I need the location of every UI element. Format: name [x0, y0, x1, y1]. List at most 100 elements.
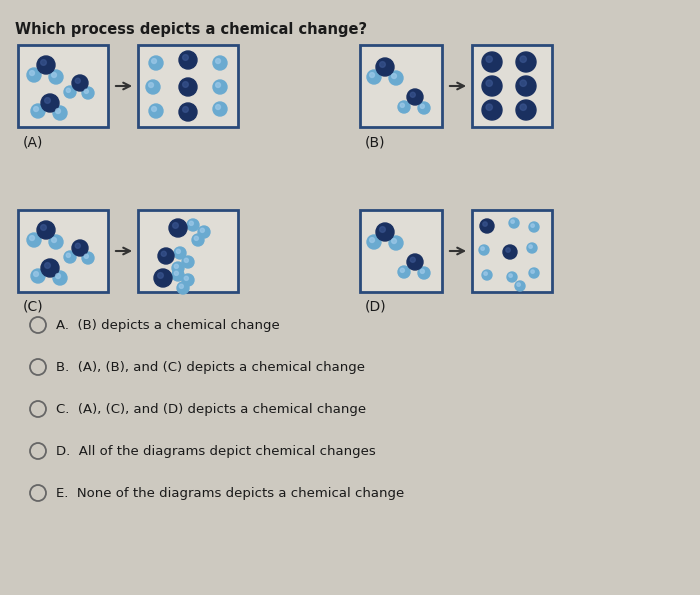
Circle shape — [418, 102, 430, 114]
Circle shape — [72, 240, 88, 256]
Circle shape — [213, 80, 227, 94]
Circle shape — [482, 270, 492, 280]
Circle shape — [410, 92, 415, 98]
Circle shape — [517, 283, 520, 286]
Circle shape — [529, 222, 539, 232]
Circle shape — [420, 104, 424, 108]
Circle shape — [213, 56, 227, 70]
Circle shape — [146, 80, 160, 94]
Bar — [18, 45, 108, 127]
Text: (D): (D) — [365, 300, 386, 314]
Circle shape — [172, 269, 184, 281]
Circle shape — [149, 56, 163, 70]
Bar — [138, 45, 238, 127]
Circle shape — [482, 52, 502, 72]
Circle shape — [391, 239, 396, 243]
Circle shape — [184, 276, 188, 280]
Circle shape — [37, 221, 55, 239]
Circle shape — [379, 227, 386, 233]
Text: B.  (A), (B), and (C) depicts a chemical change: B. (A), (B), and (C) depicts a chemical … — [56, 361, 365, 374]
Circle shape — [531, 270, 534, 273]
Circle shape — [29, 71, 34, 76]
Circle shape — [479, 245, 489, 255]
Circle shape — [192, 234, 204, 246]
Circle shape — [367, 70, 381, 84]
Circle shape — [84, 254, 88, 258]
Circle shape — [49, 70, 63, 84]
Circle shape — [31, 269, 45, 283]
Circle shape — [53, 106, 67, 120]
Circle shape — [509, 274, 512, 277]
Circle shape — [27, 68, 41, 82]
Circle shape — [400, 268, 405, 273]
Circle shape — [484, 272, 487, 275]
Circle shape — [179, 103, 197, 121]
Circle shape — [169, 219, 187, 237]
Circle shape — [516, 52, 536, 72]
Circle shape — [41, 94, 59, 112]
Circle shape — [216, 83, 220, 87]
Circle shape — [182, 256, 194, 268]
Bar — [360, 45, 442, 127]
Circle shape — [41, 224, 46, 230]
Text: (C): (C) — [23, 300, 43, 314]
Circle shape — [174, 264, 179, 268]
Circle shape — [391, 74, 396, 79]
Circle shape — [198, 226, 210, 238]
Circle shape — [480, 219, 494, 233]
Circle shape — [152, 58, 157, 64]
Circle shape — [370, 73, 374, 77]
Circle shape — [398, 266, 410, 278]
Circle shape — [482, 76, 502, 96]
Circle shape — [216, 105, 220, 109]
Circle shape — [82, 252, 94, 264]
Circle shape — [370, 237, 374, 243]
Circle shape — [376, 58, 394, 76]
Circle shape — [27, 233, 41, 247]
Circle shape — [173, 223, 178, 228]
Circle shape — [53, 271, 67, 285]
Circle shape — [398, 101, 410, 113]
Circle shape — [52, 237, 57, 243]
Circle shape — [41, 259, 59, 277]
Circle shape — [84, 89, 88, 93]
Circle shape — [183, 107, 188, 112]
Circle shape — [483, 222, 487, 226]
Circle shape — [516, 76, 536, 96]
Circle shape — [75, 78, 80, 83]
Circle shape — [64, 86, 76, 98]
Circle shape — [34, 107, 38, 111]
Circle shape — [182, 274, 194, 286]
Circle shape — [481, 247, 484, 250]
Circle shape — [184, 258, 188, 262]
Circle shape — [172, 262, 184, 274]
Circle shape — [486, 56, 492, 62]
Circle shape — [158, 248, 174, 264]
Circle shape — [531, 224, 534, 227]
Circle shape — [407, 89, 423, 105]
Bar — [472, 45, 552, 127]
Circle shape — [520, 104, 526, 111]
Circle shape — [528, 245, 533, 248]
Circle shape — [37, 56, 55, 74]
Circle shape — [509, 218, 519, 228]
Circle shape — [66, 253, 71, 258]
Circle shape — [154, 269, 172, 287]
Circle shape — [29, 236, 34, 240]
Circle shape — [179, 284, 183, 289]
Circle shape — [52, 73, 57, 77]
Circle shape — [410, 257, 415, 262]
Circle shape — [389, 236, 403, 250]
Circle shape — [45, 98, 50, 104]
Text: A.  (B) depicts a chemical change: A. (B) depicts a chemical change — [56, 318, 280, 331]
Circle shape — [55, 274, 60, 278]
Circle shape — [34, 271, 38, 277]
Circle shape — [179, 51, 197, 69]
Circle shape — [31, 104, 45, 118]
Circle shape — [174, 271, 179, 275]
Circle shape — [400, 103, 405, 108]
Circle shape — [174, 247, 186, 259]
Text: C.  (A), (C), and (D) depicts a chemical change: C. (A), (C), and (D) depicts a chemical … — [56, 402, 366, 415]
Circle shape — [407, 254, 423, 270]
Circle shape — [187, 219, 199, 231]
